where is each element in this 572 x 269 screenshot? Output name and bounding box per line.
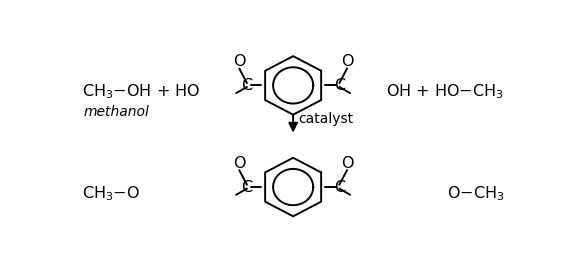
Text: CH$_3$−O: CH$_3$−O xyxy=(82,184,140,203)
Text: OH + HO−CH$_3$: OH + HO−CH$_3$ xyxy=(387,82,504,101)
Text: catalyst: catalyst xyxy=(298,112,353,126)
Text: CH$_3$−OH + HO: CH$_3$−OH + HO xyxy=(82,82,200,101)
Text: O: O xyxy=(233,54,245,69)
Text: C: C xyxy=(334,179,345,194)
Text: O: O xyxy=(233,156,245,171)
Text: C: C xyxy=(241,78,252,93)
Text: O−CH$_3$: O−CH$_3$ xyxy=(447,184,504,203)
Text: C: C xyxy=(241,179,252,194)
Text: C: C xyxy=(334,78,345,93)
Text: methanol: methanol xyxy=(84,105,150,119)
Text: O: O xyxy=(341,156,353,171)
Text: O: O xyxy=(341,54,353,69)
